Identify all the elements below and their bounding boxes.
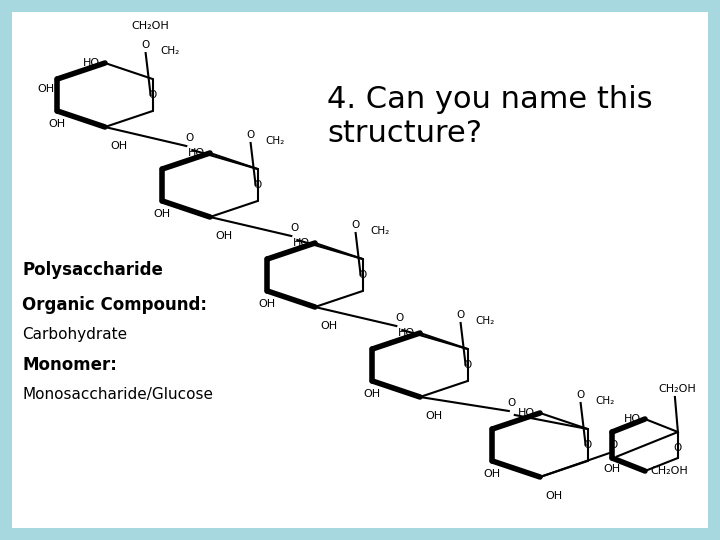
Text: CH₂OH: CH₂OH — [650, 466, 688, 476]
Text: HO: HO — [83, 58, 100, 68]
Text: O: O — [508, 398, 516, 408]
Text: O: O — [253, 180, 262, 190]
Text: O: O — [142, 40, 150, 50]
Text: OH: OH — [603, 464, 621, 474]
Text: O: O — [290, 223, 299, 233]
Text: OH: OH — [37, 84, 55, 94]
Text: O: O — [246, 130, 255, 140]
Text: HO: HO — [188, 148, 205, 158]
Text: OH: OH — [425, 411, 442, 421]
Text: OH: OH — [364, 389, 381, 399]
Text: OH: OH — [484, 469, 501, 479]
Text: OH: OH — [320, 321, 337, 331]
Text: O: O — [395, 313, 403, 323]
Text: O: O — [351, 220, 360, 230]
Text: Organic Compound:: Organic Compound: — [22, 296, 207, 314]
Text: HO: HO — [518, 408, 535, 418]
Text: CH₂OH: CH₂OH — [658, 384, 696, 394]
Text: Monomer:: Monomer: — [22, 356, 117, 374]
Text: CH₂: CH₂ — [371, 226, 390, 236]
Text: Carbohydrate: Carbohydrate — [22, 327, 127, 342]
Text: O: O — [185, 133, 194, 143]
Text: HO: HO — [293, 238, 310, 248]
Text: HO: HO — [398, 328, 415, 338]
Text: HO: HO — [624, 414, 641, 424]
Text: O: O — [359, 270, 366, 280]
Text: O: O — [148, 90, 157, 100]
Text: O: O — [577, 390, 585, 400]
Text: CH₂: CH₂ — [161, 46, 180, 56]
Text: OH: OH — [154, 209, 171, 219]
Text: O: O — [610, 440, 618, 449]
Text: OH: OH — [545, 491, 562, 501]
Text: O: O — [583, 440, 592, 450]
Text: CH₂OH: CH₂OH — [132, 21, 169, 31]
Text: O: O — [456, 310, 464, 320]
Text: Monosaccharide/Glucose: Monosaccharide/Glucose — [22, 388, 213, 402]
Text: O: O — [464, 360, 472, 370]
Text: OH: OH — [49, 119, 66, 129]
FancyBboxPatch shape — [12, 12, 708, 528]
Text: CH₂: CH₂ — [266, 136, 285, 146]
Text: CH₂: CH₂ — [476, 316, 495, 326]
Text: OH: OH — [258, 299, 276, 309]
Text: OH: OH — [215, 231, 232, 241]
Text: 4. Can you name this
structure?: 4. Can you name this structure? — [327, 85, 653, 147]
Text: O: O — [674, 443, 682, 453]
Text: Polysaccharide: Polysaccharide — [22, 261, 163, 279]
Text: CH₂: CH₂ — [595, 396, 615, 406]
Text: OH: OH — [110, 141, 127, 151]
